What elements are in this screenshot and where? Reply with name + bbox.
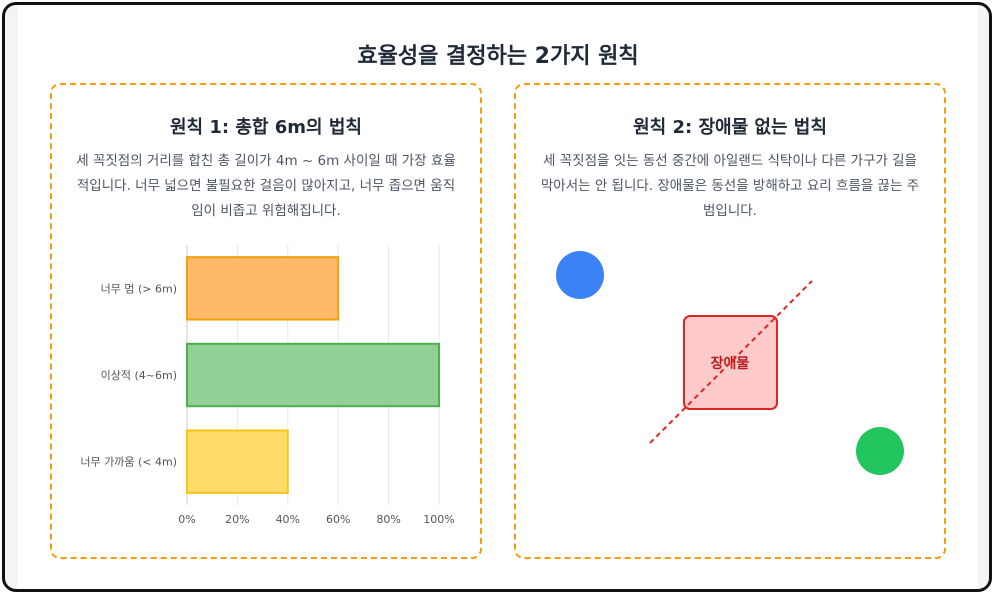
principle-1-card: 원칙 1: 총합 6m의 법칙 세 꼭짓점의 거리를 합친 총 길이가 4m ~… xyxy=(50,83,482,559)
x-tick-label: 40% xyxy=(276,513,300,526)
page-title: 효율성을 결정하는 2가지 원칙 xyxy=(357,44,639,69)
obstacle-diagram: 장애물 xyxy=(556,251,904,475)
bar xyxy=(186,256,340,321)
category-label: 너무 가까움 (< 4m) xyxy=(80,456,177,469)
principle-2-title: 원칙 2: 장애물 없는 법칙 xyxy=(633,117,827,138)
bar xyxy=(186,429,289,494)
x-tick-label: 0% xyxy=(178,513,195,526)
category-label: 이상적 (4~6m) xyxy=(101,369,177,382)
principle-2-card: 원칙 2: 장애물 없는 법칙 세 꼭짓점을 잇는 동선 중간에 아일랜드 식탁… xyxy=(514,83,946,559)
x-tick-label: 20% xyxy=(225,513,249,526)
bar xyxy=(186,342,440,408)
category-label: 너무 멈 (> 6m) xyxy=(101,282,177,295)
x-tick-label: 60% xyxy=(326,513,350,526)
work-point-green xyxy=(856,427,904,475)
principle-2-description: 세 꼭짓점을 잇는 동선 중간에 아일랜드 식탁이나 다른 가구가 길을 막아서… xyxy=(540,153,920,219)
work-point-blue xyxy=(556,251,604,299)
principle-1-title: 원칙 1: 총합 6m의 법칙 xyxy=(170,117,362,138)
x-tick-label: 80% xyxy=(376,513,400,526)
content-sheet: 효율성을 결정하는 2가지 원칙 원칙 1: 총합 6m의 법칙 세 꼭짓점의 … xyxy=(18,5,978,589)
distance-bar-chart: 0% 20% 40% 60% 80% 100% 너무 멈 (> 6m) 이상적 (4~6m) 너… xyxy=(80,245,455,526)
x-tick-label: 100% xyxy=(423,513,454,526)
blocked-path-line xyxy=(649,280,813,444)
principle-1-description: 세 꼭짓점의 거리를 합친 총 길이가 4m ~ 6m 사이일 때 가장 효율적… xyxy=(76,153,456,219)
